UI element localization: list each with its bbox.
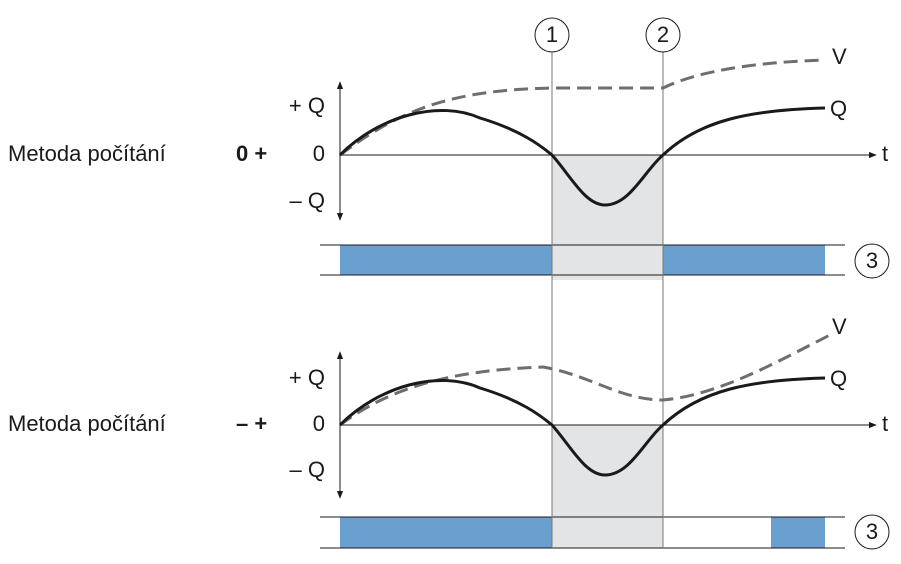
curve-label: Q xyxy=(830,366,847,391)
bar-on xyxy=(663,245,825,275)
marker-circle xyxy=(534,17,570,53)
v-curve xyxy=(339,58,826,157)
x-label: t xyxy=(882,141,888,166)
curve-label: V xyxy=(832,44,847,69)
output-label: 3 xyxy=(866,248,878,273)
q-curve xyxy=(338,376,826,477)
curve-label: V xyxy=(832,314,847,339)
y-label: 0 xyxy=(313,141,325,166)
marker-label: 2 xyxy=(657,22,669,47)
y-label: 0 xyxy=(313,411,325,436)
output-circle xyxy=(854,514,890,550)
q-curve xyxy=(338,106,826,207)
bar-on xyxy=(340,517,552,548)
curve-label: Q xyxy=(830,96,847,121)
marker-label: 1 xyxy=(546,22,558,47)
y-label: – Q xyxy=(290,188,325,213)
marker-circle xyxy=(645,17,681,53)
y-label: + Q xyxy=(289,365,325,390)
method-symbol: – + xyxy=(236,411,267,436)
bar-on xyxy=(340,245,552,275)
y-label: + Q xyxy=(289,93,325,118)
bar-on xyxy=(771,517,825,548)
output-label: 3 xyxy=(866,519,878,544)
output-circle xyxy=(854,243,890,279)
x-label: t xyxy=(882,411,888,436)
v-curve xyxy=(339,333,831,427)
y-label: – Q xyxy=(290,457,325,482)
method-symbol: 0 + xyxy=(236,141,267,166)
method-label: Metoda počítání xyxy=(8,141,166,166)
method-label: Metoda počítání xyxy=(8,411,166,436)
